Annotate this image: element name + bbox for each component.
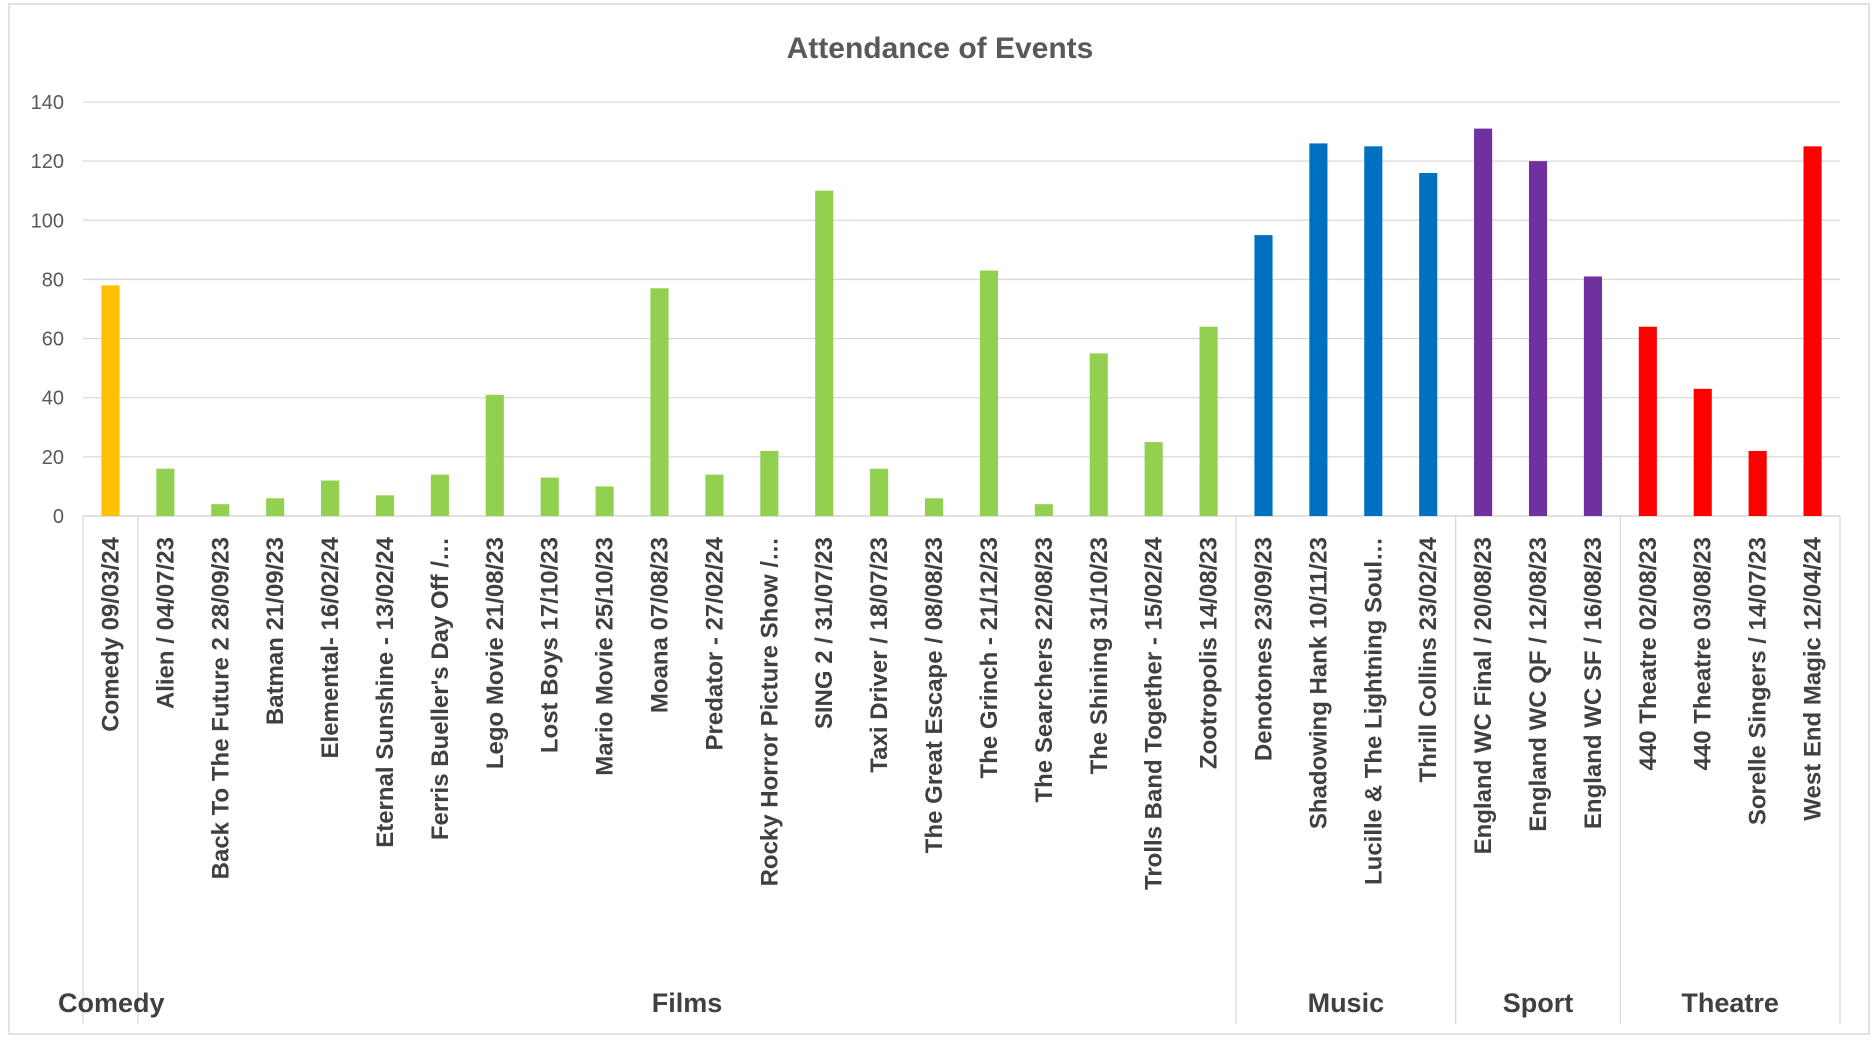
x-tick-label: The Shining 31/10/23 xyxy=(1086,537,1113,774)
group-label: Comedy xyxy=(58,988,165,1018)
bar xyxy=(870,468,889,516)
x-tick-label: Mario Movie 25/10/23 xyxy=(592,537,619,776)
x-tick-label: England WC Final / 20/08/23 xyxy=(1470,537,1497,854)
x-tick-label: 440 Theatre 02/08/23 xyxy=(1635,537,1662,771)
bar xyxy=(375,495,395,516)
x-tick-label: The Grinch - 21/12/23 xyxy=(976,537,1003,778)
y-tick-label: 40 xyxy=(42,388,64,410)
bar xyxy=(101,285,120,516)
x-tick-label: Taxi Driver / 18/07/23 xyxy=(866,537,893,773)
x-tick-label: Rocky Horror Picture Show /… xyxy=(756,537,783,886)
x-tick-label: Shadowing Hank 10/11/23 xyxy=(1305,537,1332,829)
bar xyxy=(1034,504,1053,516)
x-tick-label: England WC SF / 16/08/23 xyxy=(1580,537,1607,829)
y-tick-label: 100 xyxy=(31,210,64,232)
bar xyxy=(485,394,504,516)
y-tick-label: 140 xyxy=(31,92,64,114)
x-tick-label: Lucille & The Lightning Soul… xyxy=(1360,537,1387,885)
bar xyxy=(266,498,285,516)
x-tick-label: Denotones 23/09/23 xyxy=(1250,537,1277,761)
bar xyxy=(1144,442,1163,516)
x-tick-label: Trolls Band Together - 15/02/24 xyxy=(1141,536,1168,890)
bar xyxy=(815,190,834,516)
group-label: Theatre xyxy=(1681,988,1779,1018)
x-tick-label: SING 2 / 31/07/23 xyxy=(811,537,838,729)
group-label: Sport xyxy=(1503,988,1574,1018)
x-tick-label: Ferris Bueller's Day Off /… xyxy=(427,537,454,840)
bar xyxy=(1309,143,1328,516)
x-tick-label: England WC QF / 12/08/23 xyxy=(1525,537,1552,832)
bar xyxy=(1254,235,1273,517)
bar xyxy=(1419,172,1438,516)
y-tick-label: 0 xyxy=(53,506,64,528)
bar xyxy=(705,474,724,516)
x-tick-label: West End Magic 12/04/24 xyxy=(1800,536,1827,820)
y-axis-ticks: 0 20 40 60 80 100 120 140 xyxy=(31,92,64,528)
bar xyxy=(540,477,559,516)
bar xyxy=(924,498,944,516)
bar xyxy=(211,504,230,516)
x-tick-label: Lost Boys 17/10/23 xyxy=(537,537,564,753)
bar xyxy=(1693,388,1712,516)
x-tick-label: Back To The Future 2 28/09/23 xyxy=(207,537,234,879)
y-tick-label: 120 xyxy=(31,151,64,173)
y-tick-label: 20 xyxy=(42,447,64,469)
bar xyxy=(650,288,669,516)
x-tick-label: Lego Movie 21/08/23 xyxy=(482,537,509,769)
bar xyxy=(1748,450,1767,516)
x-tick-label: The Searchers 22/08/23 xyxy=(1031,537,1058,803)
group-label: Music xyxy=(1308,988,1385,1018)
x-tick-label: Comedy 09/03/24 xyxy=(97,536,124,731)
x-tick-label: The Great Escape / 08/08/23 xyxy=(921,537,948,853)
x-tick-label: Moana 07/08/23 xyxy=(647,537,674,713)
bar xyxy=(1364,146,1383,516)
x-tick-label: Eternal Sunshine - 13/02/24 xyxy=(372,536,399,847)
bar xyxy=(1528,161,1548,516)
x-axis-ticks: Comedy 09/03/24 Alien / 04/07/23 Back To T… xyxy=(97,536,1826,890)
x-tick-label: Alien / 04/07/23 xyxy=(152,537,179,709)
x-tick-label: Elemental- 16/02/24 xyxy=(317,536,344,758)
bar xyxy=(760,450,779,516)
bar xyxy=(1803,146,1822,516)
bar xyxy=(1638,326,1657,516)
x-tick-label: Batman 21/09/23 xyxy=(262,537,289,725)
bar xyxy=(156,468,175,516)
bars xyxy=(101,128,1822,517)
bar xyxy=(1199,326,1218,516)
bar xyxy=(1474,128,1493,516)
bar xyxy=(1583,276,1602,516)
x-tick-label: 440 Theatre 03/08/23 xyxy=(1690,537,1717,771)
group-label: Films xyxy=(652,988,723,1018)
x-tick-label: Thrill Collins 23/02/24 xyxy=(1415,536,1442,782)
bar xyxy=(430,474,449,516)
gridlines xyxy=(83,101,1840,517)
bar xyxy=(595,486,614,516)
bar xyxy=(979,270,999,516)
chart-frame xyxy=(8,3,1870,1035)
category-groups: Comedy Films Music Sport Theatre xyxy=(58,516,1841,1024)
bar xyxy=(321,480,340,516)
x-tick-label: Zootropolis 14/08/23 xyxy=(1196,537,1223,769)
y-tick-label: 60 xyxy=(42,329,64,351)
chart-title: Attendance of Events xyxy=(787,32,1094,65)
bar xyxy=(1089,353,1108,516)
y-tick-label: 80 xyxy=(42,269,64,291)
x-tick-label: Sorelle Singers / 14/07/23 xyxy=(1745,537,1772,825)
x-tick-label: Predator - 27/02/24 xyxy=(701,536,728,750)
